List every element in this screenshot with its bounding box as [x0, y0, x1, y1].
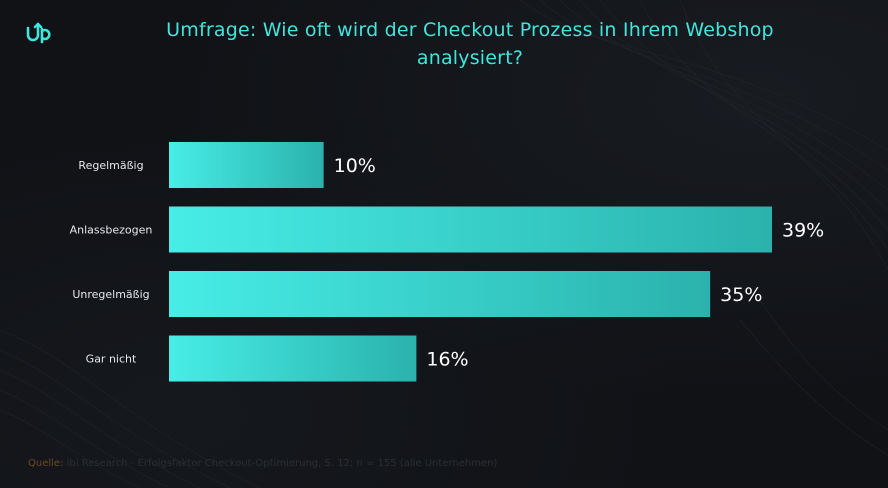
bar	[169, 271, 711, 317]
category-label: Anlassbezogen	[70, 224, 153, 237]
value-label: 39%	[782, 220, 824, 242]
category-label: Gar nicht	[86, 353, 137, 366]
value-label: 16%	[426, 349, 468, 371]
bar	[169, 335, 417, 382]
source-key: Quelle:	[28, 458, 64, 469]
source-text: ibi Research - Erfolgsfaktor Checkout-Op…	[66, 458, 498, 469]
value-label: 10%	[334, 155, 376, 177]
bar	[169, 142, 324, 188]
up-arrow-logo-icon	[26, 22, 51, 44]
category-label: Unregelmäßig	[72, 288, 149, 301]
value-label: 35%	[720, 284, 762, 306]
source-note: Quelle: ibi Research - Erfolgsfaktor Che…	[28, 458, 497, 469]
chart-title: Umfrage: Wie oft wird der Checkout Proze…	[166, 19, 774, 69]
bar	[169, 206, 772, 253]
category-label: Regelmäßig	[78, 159, 143, 172]
